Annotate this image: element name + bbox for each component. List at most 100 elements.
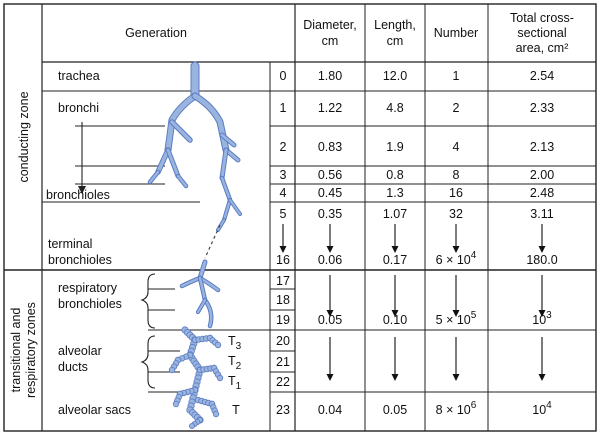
cell-n-row-9: 5 × 105 xyxy=(436,310,477,327)
label-terminal-1: terminal xyxy=(48,237,92,251)
cell-d-row-9: 0.05 xyxy=(318,313,342,327)
cell-n-row-13: 8 × 106 xyxy=(436,400,477,417)
left-branch-a xyxy=(170,120,192,142)
cell-n-row-0: 1 xyxy=(453,69,460,83)
cell-gen-text-8: 18 xyxy=(276,293,290,307)
header-area-1: Total cross- xyxy=(510,11,574,25)
label-alveolar-sacs: alveolar sacs xyxy=(58,403,131,417)
header-area-2: sectional xyxy=(517,26,566,40)
cell-l-text-0: 12.0 xyxy=(383,69,407,83)
cell-gen-row-11: 21 xyxy=(276,355,290,369)
cell-a-row-2: 2.13 xyxy=(530,140,554,154)
cell-gen-text-4: 4 xyxy=(280,186,287,200)
resp-branch-d xyxy=(203,298,213,328)
label-t2: T2 xyxy=(228,354,242,372)
cell-gen-text-11: 21 xyxy=(276,355,290,369)
alveolar-t2-lobe xyxy=(216,374,224,382)
cell-d-text-13: 0.04 xyxy=(318,403,342,417)
label-bronchi: bronchi xyxy=(58,101,99,115)
cell-n-exp-9: 5 xyxy=(471,310,477,321)
arrow-head-d-2 xyxy=(326,374,334,381)
cell-l-text-1: 4.8 xyxy=(386,101,403,115)
cell-n-row-6: 6 × 104 xyxy=(436,250,477,267)
cell-gen-text-7: 17 xyxy=(276,274,290,288)
cell-a-row-9: 103 xyxy=(532,310,552,327)
cell-gen-row-6: 16 xyxy=(276,253,290,267)
cell-gen-row-1: 1 xyxy=(280,101,287,115)
cell-l-text-13: 0.05 xyxy=(383,403,407,417)
cell-l-row-1: 4.8 xyxy=(386,101,403,115)
cell-gen-text-6: 16 xyxy=(276,253,290,267)
label-respiratory-2: bronchioles xyxy=(58,297,122,311)
cell-gen-row-12: 22 xyxy=(276,375,290,389)
cell-n-text-2: 4 xyxy=(453,140,460,154)
cell-n-text-0: 1 xyxy=(453,69,460,83)
arrow-head-d-1 xyxy=(326,310,334,317)
cell-d-text-6: 0.06 xyxy=(318,253,342,267)
zone-conducting: conducting zone xyxy=(17,91,31,182)
cell-n-text-13: 8 × 10 xyxy=(436,403,471,417)
bronchiole-b xyxy=(229,199,241,215)
cell-n-exp-13: 6 xyxy=(471,400,477,411)
arrow-head-d-0 xyxy=(326,246,334,253)
cell-n-text-5: 32 xyxy=(449,207,463,221)
cell-d-row-6: 0.06 xyxy=(318,253,342,267)
left-branch-d xyxy=(148,170,160,184)
cell-gen-text-13: 23 xyxy=(276,403,290,417)
arrow-head-l-2 xyxy=(391,374,399,381)
cell-a-text-9: 10 xyxy=(532,313,546,327)
cell-gen-text-2: 2 xyxy=(280,140,287,154)
right-branch-d xyxy=(220,176,232,202)
cell-gen-row-3: 3 xyxy=(280,168,287,182)
cell-gen-text-3: 3 xyxy=(280,168,287,182)
cell-a-text-13: 10 xyxy=(532,403,546,417)
cell-n-text-9: 5 × 10 xyxy=(436,313,471,327)
cell-a-text-0: 2.54 xyxy=(530,69,554,83)
cell-d-row-4: 0.45 xyxy=(318,186,342,200)
data-cells: 0 1.80 12.0 1 2.541 1.22 4.8 2 2.332 0.83 1.9 4 2.13… xyxy=(276,69,558,417)
cell-d-text-4: 0.45 xyxy=(318,186,342,200)
header-area-3: area, cm² xyxy=(516,41,569,55)
left-branch-c xyxy=(166,148,180,178)
cell-gen-row-0: 0 xyxy=(280,69,287,83)
cell-d-text-0: 1.80 xyxy=(318,69,342,83)
cell-a-text-3: 2.00 xyxy=(530,168,554,182)
label-respiratory-1: respiratory xyxy=(58,281,118,295)
header-number: Number xyxy=(434,26,478,40)
cell-d-row-13: 0.04 xyxy=(318,403,342,417)
cell-gen-row-9: 19 xyxy=(276,313,290,327)
terminal-bronchiole xyxy=(198,260,207,280)
table-frame xyxy=(3,3,597,432)
cell-gen-text-9: 19 xyxy=(276,313,290,327)
cell-gen-row-7: 17 xyxy=(276,274,290,288)
label-t: T xyxy=(232,403,240,417)
cell-a-exp-13: 4 xyxy=(546,400,552,411)
row-lines xyxy=(42,90,596,393)
cell-l-text-3: 0.8 xyxy=(386,168,403,182)
cell-a-row-5: 3.11 xyxy=(530,207,553,221)
arrow-head-l-1 xyxy=(391,310,399,317)
arrow-head-a-0 xyxy=(538,246,546,253)
left-branch-e xyxy=(176,174,188,188)
cell-a-text-1: 2.33 xyxy=(530,101,554,115)
cell-l-row-0: 12.0 xyxy=(383,69,407,83)
arrow-head-a-1 xyxy=(538,310,546,317)
cell-l-row-4: 1.3 xyxy=(386,186,403,200)
cell-n-row-1: 2 xyxy=(453,101,460,115)
bronchi-arrow-head xyxy=(78,186,86,194)
cell-gen-text-0: 0 xyxy=(280,69,287,83)
cell-gen-text-12: 22 xyxy=(276,375,290,389)
cell-l-text-9: 0.10 xyxy=(383,313,407,327)
resp-branch-c xyxy=(198,276,207,302)
left-branch-b xyxy=(156,148,170,174)
right-bronchus xyxy=(192,93,229,153)
cell-l-row-9: 0.10 xyxy=(383,313,407,327)
cell-d-text-2: 0.83 xyxy=(318,140,342,154)
airway-tree-illustration xyxy=(147,61,242,429)
cell-gen-row-10: 20 xyxy=(276,334,290,348)
cell-n-text-3: 8 xyxy=(453,168,460,182)
cell-a-exp-9: 3 xyxy=(546,310,552,321)
cell-l-text-6: 0.17 xyxy=(383,253,407,267)
cell-d-row-0: 1.80 xyxy=(318,69,342,83)
cell-n-text-6: 6 × 10 xyxy=(436,253,471,267)
